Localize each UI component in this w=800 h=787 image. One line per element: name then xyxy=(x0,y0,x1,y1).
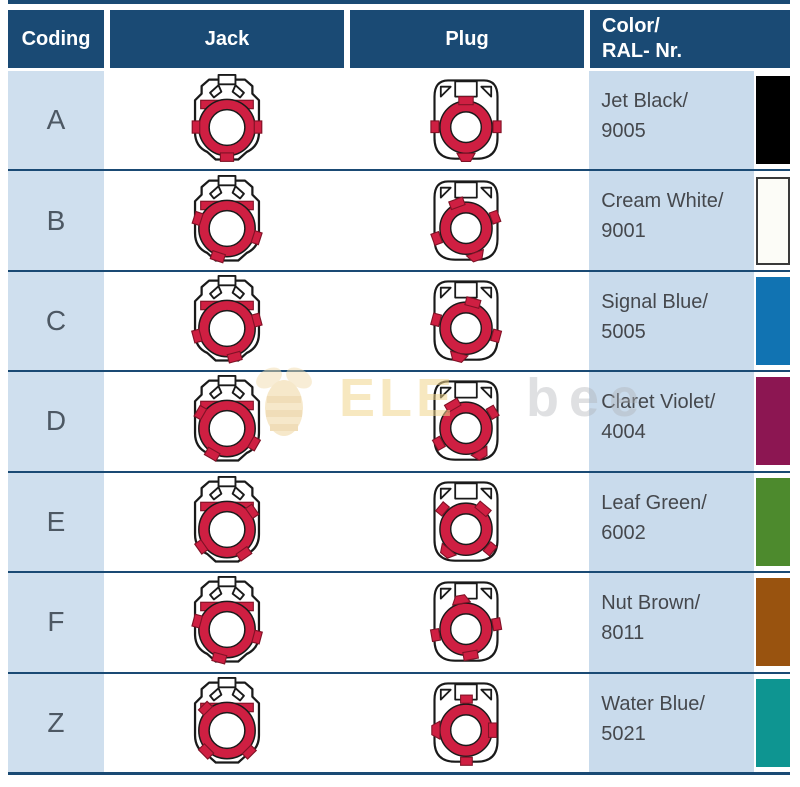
table-row: C xyxy=(8,271,790,373)
plug-connector-icon xyxy=(430,179,502,263)
table-row: A xyxy=(8,71,790,172)
plug-cell xyxy=(349,71,584,170)
swatch-cell xyxy=(756,171,790,270)
coding-cell: C xyxy=(8,271,104,371)
plug-connector-icon xyxy=(430,280,503,364)
color-name: Claret Violet/ xyxy=(601,391,716,414)
table-row: F xyxy=(8,573,790,674)
table-header: Coding Jack Plug Color/ RAL- Nr. xyxy=(8,10,790,68)
ral-number: 5021 xyxy=(601,722,646,745)
jack-cell xyxy=(109,673,344,772)
jack-connector-icon xyxy=(193,676,260,764)
table-row: E xyxy=(8,472,790,574)
color-swatch xyxy=(756,578,790,667)
plug-cell xyxy=(349,573,584,672)
jack-cell xyxy=(109,472,344,572)
header-cell-jack: Jack xyxy=(110,10,344,68)
jack-cell xyxy=(109,271,344,371)
coding-cell: E xyxy=(8,472,104,572)
color-cell: Nut Brown/ 8011 xyxy=(589,573,754,672)
ral-number: 9001 xyxy=(601,220,646,243)
plug-cell xyxy=(349,372,584,471)
plug-connector-icon xyxy=(430,79,502,163)
color-cell: Leaf Green/ 6002 xyxy=(589,472,754,572)
coding-letter: A xyxy=(46,104,66,136)
jack-connector-icon xyxy=(191,74,263,163)
header-cell-plug: Plug xyxy=(350,10,584,68)
coding-cell: D xyxy=(8,372,104,471)
color-swatch xyxy=(756,76,790,165)
plug-cell xyxy=(349,673,584,772)
color-swatch xyxy=(756,678,790,767)
plug-connector-icon xyxy=(431,682,499,766)
swatch-cell xyxy=(756,472,790,572)
swatch-cell xyxy=(756,573,790,672)
color-cell: Claret Violet/ 4004 xyxy=(589,372,754,471)
swatch-cell xyxy=(756,673,790,772)
coding-table: Coding Jack Plug Color/ RAL- Nr. A xyxy=(8,10,790,775)
color-cell: Cream White/ 9001 xyxy=(589,171,754,270)
coding-letter: E xyxy=(46,505,66,537)
color-swatch xyxy=(756,477,790,566)
jack-cell xyxy=(109,71,344,170)
swatch-cell xyxy=(756,372,790,471)
jack-connector-icon xyxy=(191,174,263,264)
top-border-line xyxy=(8,0,790,4)
swatch-cell xyxy=(756,71,790,170)
color-swatch xyxy=(756,176,790,265)
plug-cell xyxy=(349,171,584,270)
header-cell-coding: Coding xyxy=(8,10,104,68)
jack-cell xyxy=(109,573,344,672)
coding-cell: B xyxy=(8,171,104,270)
color-name: Jet Black/ xyxy=(601,90,688,112)
color-swatch xyxy=(756,377,790,466)
color-name: Cream White/ xyxy=(601,190,724,213)
coding-letter: D xyxy=(45,405,67,437)
color-swatch xyxy=(756,277,790,366)
jack-connector-icon xyxy=(190,576,263,665)
coding-cell: A xyxy=(8,71,104,170)
table-row: B xyxy=(8,171,790,272)
header-color-line2: RAL- Nr. xyxy=(602,40,682,62)
color-cell: Jet Black/ 9005 xyxy=(589,71,754,170)
color-name: Leaf Green/ xyxy=(601,491,707,514)
coding-cell: F xyxy=(8,573,104,672)
color-name: Signal Blue/ xyxy=(601,290,708,313)
color-cell: Signal Blue/ 5005 xyxy=(589,271,754,371)
jack-cell xyxy=(109,171,344,270)
header-cell-color-ral: Color/ RAL- Nr. xyxy=(590,10,790,68)
coding-letter: F xyxy=(47,606,65,638)
jack-connector-icon xyxy=(192,375,261,463)
coding-letter: B xyxy=(46,204,66,236)
table-row: D xyxy=(8,372,790,473)
jack-connector-icon xyxy=(193,475,260,563)
plug-connector-icon xyxy=(433,481,499,562)
coding-letter: C xyxy=(45,305,67,337)
plug-cell xyxy=(349,472,584,572)
color-name: Nut Brown/ xyxy=(601,592,701,615)
color-cell: Water Blue/ 5021 xyxy=(589,673,754,772)
jack-cell xyxy=(109,372,344,471)
header-color-line1: Color/ xyxy=(602,15,660,37)
plug-connector-icon xyxy=(432,380,501,462)
plug-cell xyxy=(349,271,584,371)
table-body: A xyxy=(8,71,790,775)
ral-number: 9005 xyxy=(601,120,646,142)
ral-number: 5005 xyxy=(601,320,646,343)
coding-letter: Z xyxy=(47,706,65,738)
coding-cell: Z xyxy=(8,673,104,772)
swatch-cell xyxy=(756,271,790,371)
ral-number: 4004 xyxy=(601,421,646,444)
table-row: Z xyxy=(8,673,790,775)
ral-number: 8011 xyxy=(601,622,645,645)
jack-connector-icon xyxy=(190,274,263,364)
ral-number: 6002 xyxy=(601,521,646,544)
color-name: Water Blue/ xyxy=(601,692,705,715)
plug-connector-icon xyxy=(430,581,503,663)
